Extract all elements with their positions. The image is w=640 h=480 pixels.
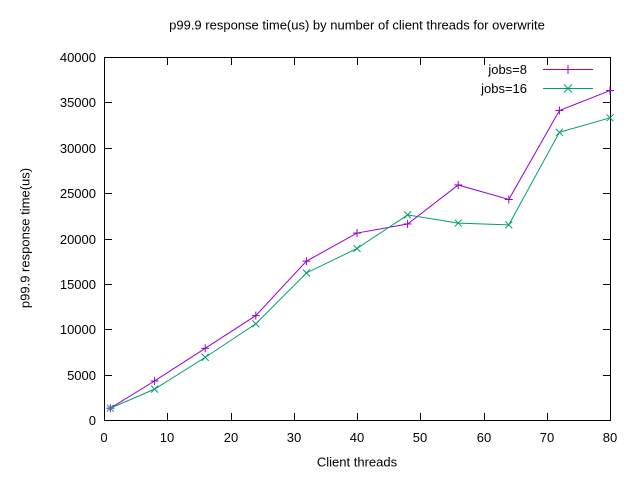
legend-label-jobs8: jobs=8 — [488, 62, 527, 77]
series-line — [110, 90, 611, 409]
x-tick-label: 30 — [287, 430, 301, 445]
y-tick-label: 40000 — [60, 50, 96, 65]
y-ticks: 0 5000 10000 15000 20000 25000 30000 35000 40000 — [60, 50, 610, 428]
data-point-marker — [251, 319, 260, 328]
x-tick-label: 10 — [160, 430, 174, 445]
x-ticks: 0 10 20 30 40 50 60 70 80 — [100, 58, 617, 445]
plot-border — [104, 57, 611, 421]
data-point-marker — [106, 404, 115, 413]
y-tick-label: 15000 — [60, 277, 96, 292]
data-point-marker — [606, 113, 614, 122]
legend-label-jobs16: jobs=16 — [481, 81, 527, 96]
series-0-plus — [106, 86, 614, 413]
x-tick-label: 0 — [100, 430, 107, 445]
series-1-cross — [106, 113, 614, 413]
y-tick-label: 20000 — [60, 232, 96, 247]
y-tick-label: 5000 — [67, 368, 96, 383]
y-tick-label: 10000 — [60, 322, 96, 337]
x-tick-label: 70 — [540, 430, 554, 445]
x-tick-label: 20 — [224, 430, 238, 445]
chart-title: p99.9 response time(us) by number of cli… — [169, 17, 545, 33]
y-tick-label: 30000 — [60, 141, 96, 156]
data-point-marker — [555, 128, 564, 137]
x-tick-label: 40 — [350, 430, 364, 445]
y-tick-label: 25000 — [60, 186, 96, 201]
data-point-marker — [353, 244, 361, 253]
legend-sample-line-jobs16 — [543, 84, 593, 93]
x-tick-label: 50 — [413, 430, 427, 445]
x-axis-label: Client threads — [316, 454, 398, 470]
legend-row-jobs8: jobs=8 — [481, 60, 593, 79]
x-tick-label: 60 — [477, 430, 491, 445]
series-line — [110, 117, 611, 409]
data-point-marker — [454, 219, 463, 227]
data-point-marker — [302, 269, 311, 277]
x-tick-label: 80 — [603, 430, 617, 445]
legend: jobs=8 jobs=16 — [481, 60, 593, 98]
legend-row-jobs16: jobs=16 — [481, 79, 593, 98]
y-tick-label: 0 — [89, 413, 96, 428]
data-point-marker — [403, 211, 412, 219]
legend-sample-line-jobs8 — [543, 65, 593, 74]
y-tick-label: 35000 — [60, 95, 96, 110]
data-point-marker — [150, 385, 159, 393]
data-point-marker — [201, 353, 210, 362]
data-point-marker — [504, 221, 513, 229]
